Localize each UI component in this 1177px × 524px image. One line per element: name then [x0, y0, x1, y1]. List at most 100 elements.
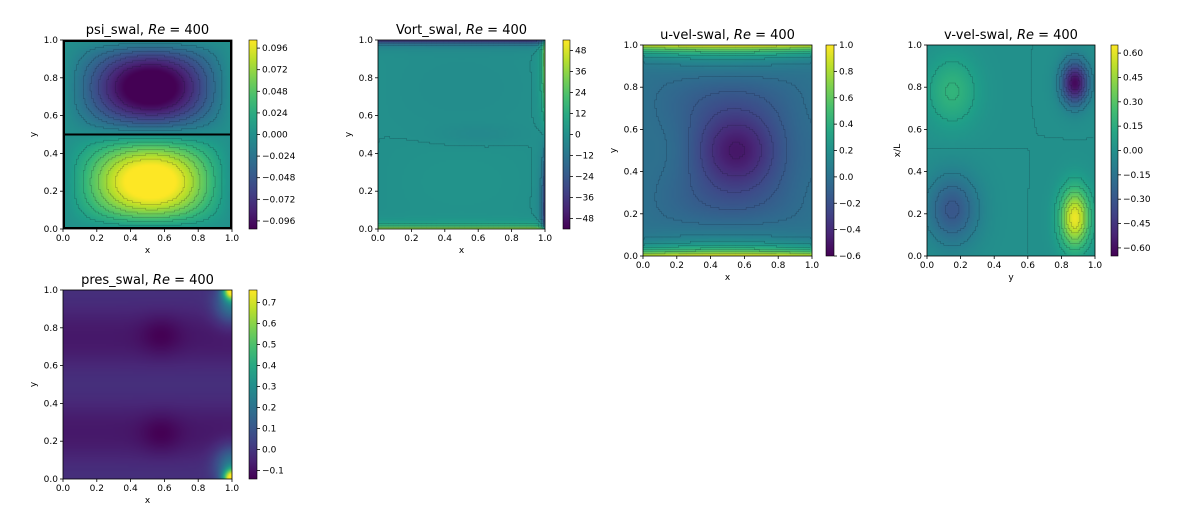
psi-subplot: 0.0 0.2 0.4 0.6 0.8 1.0 0.0 0.2 0.4 0.6 0.8 1.0 x y ps…: [29, 23, 296, 256]
uvel-contour-line: [678, 45, 777, 255]
vort-axes-frame: [377, 39, 546, 230]
psi-colorbar-label: 0.024: [262, 109, 288, 119]
vvel-xtick-label: 0.0: [920, 261, 935, 271]
pres-subplot: 0.0 0.2 0.4 0.6 0.8 1.0 0.0 0.2 0.4 0.6 0.8 1.0 x y pr…: [29, 273, 284, 506]
psi-contour-line: [89, 145, 207, 218]
psi-contour-line: [115, 158, 185, 205]
vort-xtick-label: 0.2: [404, 234, 418, 244]
pres-ylabel: y: [29, 381, 39, 387]
psi-colorbar-label: 0.048: [262, 87, 288, 97]
uvel-colorbar-label: 0.6: [839, 94, 854, 104]
vvel-contour-line: [927, 45, 1094, 254]
pres-ytick-label: 0.6: [44, 362, 59, 372]
vvel-contour-line: [930, 61, 1094, 255]
uvel-axes-frame: [642, 44, 813, 257]
psi-contour-line: [89, 51, 207, 124]
vort-colorbar: [562, 39, 571, 230]
psi-xtick-label: 0.2: [90, 234, 104, 244]
vort-colorbar-label: −12: [575, 152, 594, 162]
pres-heatmap: [63, 290, 232, 479]
psi-xtick-label: 0.6: [157, 234, 172, 244]
uvel-heatmap: [643, 45, 812, 256]
uvel-ytick-label: 0.6: [624, 125, 639, 135]
uvel-xtick-label: 0.0: [636, 261, 651, 271]
psi-contour-line: [115, 64, 185, 111]
uvel-xtick-label: 0.4: [703, 261, 718, 271]
pres-xtick-label: 0.8: [191, 484, 206, 494]
vvel-colorbar-label: 0.00: [1123, 147, 1143, 157]
vort-contour-line: [378, 45, 544, 228]
vvel-contour-line: [945, 63, 1087, 219]
vvel-colorbar-label: 0.15: [1123, 122, 1143, 132]
psi-contour-line: [98, 149, 201, 215]
vort-colorbar-label: 12: [575, 110, 586, 120]
uvel-contour-line: [643, 51, 811, 250]
uvel-colorbar-label: 0.2: [839, 147, 853, 157]
pres-xlabel: x: [145, 496, 151, 506]
vvel-xlabel: y: [1008, 273, 1014, 283]
vort-contour-line: [378, 40, 544, 216]
pres-xtick-label: 0.0: [56, 484, 71, 494]
vvel-ylabel: x/L: [893, 144, 903, 157]
vvel-xtick-label: 1.0: [1088, 261, 1103, 271]
vvel-ytick-label: 1.0: [908, 41, 923, 51]
psi-contour-line: [106, 153, 194, 211]
vvel-contour-line: [927, 53, 1094, 246]
pres-colorbar: [248, 289, 258, 480]
vvel-colorbar-label: −0.45: [1123, 220, 1151, 230]
psi-ytick-label: 0.4: [44, 149, 59, 159]
vort-contour-line: [378, 41, 544, 228]
uvel-ytick-label: 0.2: [624, 210, 638, 220]
vvel-contour-line: [945, 82, 1092, 250]
vvel-ytick-label: 0.8: [908, 83, 923, 93]
uvel-xtick-label: 0.8: [771, 261, 786, 271]
vort-contour-line: [378, 40, 544, 224]
vort-contour-line: [378, 53, 544, 228]
uvel-colorbar-label: 0.0: [839, 173, 854, 183]
uvel-colorbar: [825, 44, 835, 257]
uvel-colorbar-label: −0.4: [839, 226, 861, 236]
psi-colorbar-label: 0.000: [262, 131, 288, 141]
psi-colorbar-label: −0.048: [262, 174, 296, 184]
vort-contour-line: [378, 40, 544, 226]
pres-ytick-label: 0.0: [44, 475, 59, 485]
uvel-colorbar-label: 0.8: [839, 67, 854, 77]
vort-ylabel: y: [344, 131, 354, 137]
pres-title: pres_swal, Re = 400: [81, 273, 214, 288]
pres-ytick-label: 0.4: [44, 399, 59, 409]
vort-ytick-label: 0.0: [359, 225, 374, 235]
uvel-ylabel: y: [609, 147, 619, 153]
vvel-colorbar-label: 0.45: [1123, 73, 1143, 83]
vort-ytick-label: 0.6: [359, 112, 374, 122]
psi-contour-line: [83, 141, 216, 222]
pres-colorbar-label: 0.1: [262, 425, 276, 435]
vort-colorbar-label: −36: [575, 194, 594, 204]
vvel-contour-line: [1061, 192, 1089, 244]
vvel-colorbar-label: 0.30: [1123, 98, 1143, 108]
vvel-axes-frame: [926, 44, 1096, 257]
psi-ytick-label: 0.6: [44, 112, 59, 122]
vort-colorbar-label: −48: [575, 215, 594, 225]
vvel-contour-line: [1069, 76, 1081, 90]
vort-ytick-label: 0.2: [359, 187, 373, 197]
pres-xtick-label: 0.6: [157, 484, 172, 494]
uvel-contour-line: [643, 46, 811, 255]
pres-colorbar-label: 0.0: [262, 446, 277, 456]
vvel-contour-line: [935, 59, 1091, 234]
psi-contour-line: [106, 58, 194, 116]
psi-contour-line: [83, 47, 216, 128]
vort-xlabel: x: [459, 246, 465, 256]
psi-xtick-label: 0.8: [191, 234, 206, 244]
psi-colorbar-label: 0.072: [262, 66, 288, 76]
uvel-xtick-label: 0.6: [737, 261, 752, 271]
uvel-title: u-vel-swal, Re = 400: [660, 28, 795, 43]
pres-ytick-label: 0.2: [44, 437, 58, 447]
vvel-xtick-label: 0.6: [1021, 261, 1036, 271]
psi-ytick-label: 0.8: [44, 74, 59, 84]
pres-colorbar-label: 0.4: [262, 362, 277, 372]
psi-xtick-label: 1.0: [225, 234, 240, 244]
vort-xtick-label: 0.8: [504, 234, 519, 244]
psi-colorbar-label: −0.024: [262, 152, 296, 162]
uvel-contour-line: [643, 46, 811, 255]
